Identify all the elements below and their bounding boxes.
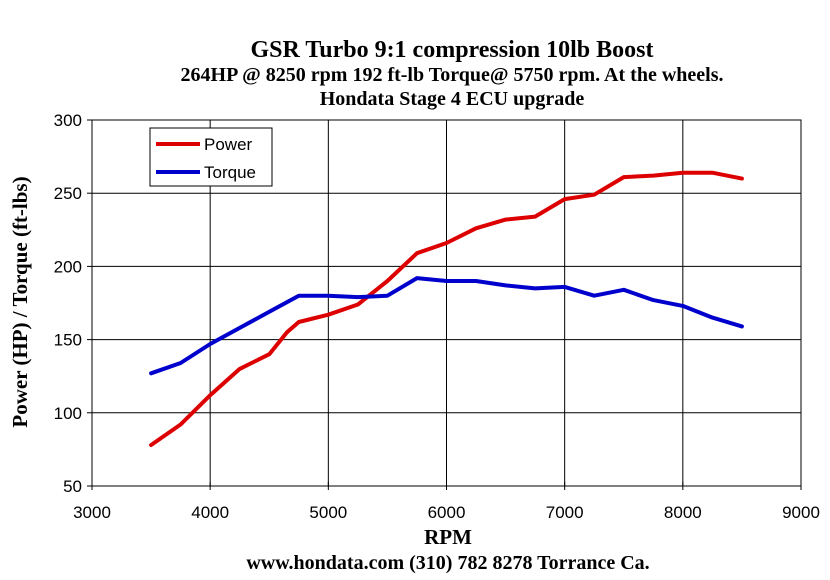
chart-subtitle-line-1: 264HP @ 8250 rpm 192 ft-lb Torque@ 5750 … — [181, 64, 724, 86]
legend — [149, 127, 273, 187]
y-tick-label: 100 — [54, 404, 82, 423]
chart-subtitle-line-2: Hondata Stage 4 ECU upgrade — [320, 88, 585, 110]
x-tick-label: 8000 — [664, 503, 702, 522]
chart-title: GSR Turbo 9:1 compression 10lb Boost — [251, 37, 654, 63]
y-tick-label: 300 — [54, 111, 82, 130]
torque-series-line — [149, 276, 744, 376]
legend-label-power: Power — [204, 135, 253, 154]
y-tick-label: 150 — [54, 331, 82, 350]
y-tick-label: 250 — [54, 184, 82, 203]
y-axis-label: Power (HP) / Torque (ft-lbs) — [8, 176, 32, 427]
x-tick-label: 3000 — [73, 503, 111, 522]
legend-entries: Power Torque — [156, 135, 256, 182]
x-tick-label: 4000 — [191, 503, 229, 522]
footer-contact: www.hondata.com (310) 782 8278 Torrance … — [246, 552, 649, 574]
x-tick-label: 9000 — [782, 503, 820, 522]
series-group — [149, 170, 744, 447]
y-tick-label: 200 — [54, 257, 82, 276]
y-tick-label: 50 — [63, 477, 82, 496]
x-tick-label: 6000 — [428, 503, 466, 522]
legend-label-torque: Torque — [204, 163, 256, 182]
axes: 50 100 150 200 250 300 3000 4000 5000 6000 7000 800… — [54, 111, 820, 522]
gridlines — [92, 120, 801, 486]
power-series-line — [149, 170, 744, 447]
x-axis-label: RPM — [424, 525, 472, 549]
x-tick-label: 5000 — [309, 503, 347, 522]
x-tick-label: 7000 — [546, 503, 584, 522]
